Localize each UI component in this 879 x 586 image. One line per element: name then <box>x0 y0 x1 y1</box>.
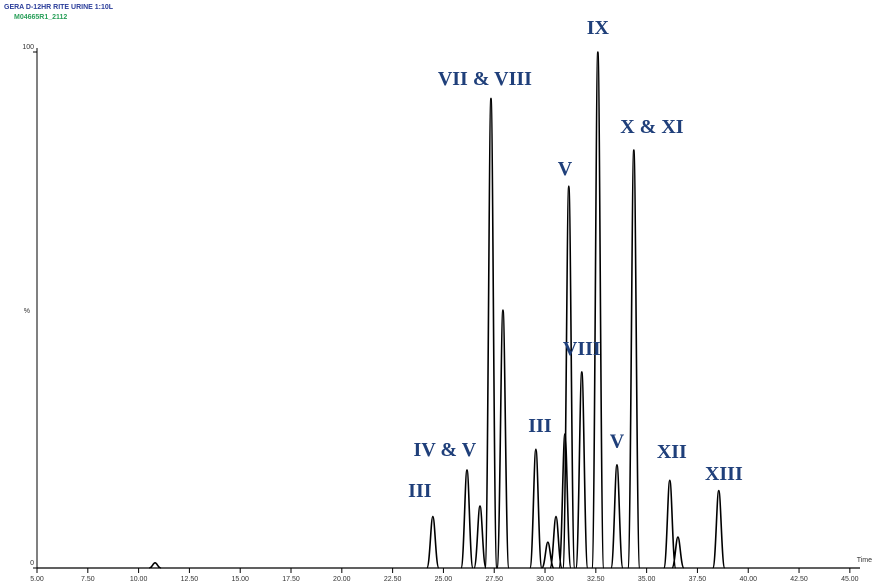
peak-annotation: III <box>528 415 552 437</box>
x-tick-label: 12.50 <box>181 576 199 583</box>
peak <box>484 97 498 569</box>
peak <box>473 505 487 569</box>
x-tick-label: 35.00 <box>638 576 656 583</box>
peak-annotation: VIII <box>563 338 601 360</box>
peak <box>562 185 576 569</box>
peak <box>496 309 510 569</box>
peak-annotation: XII <box>657 441 687 463</box>
peak <box>460 469 474 569</box>
peak <box>610 463 624 569</box>
peak <box>148 562 162 569</box>
y-tick-label: 0 <box>30 560 34 567</box>
peak <box>575 371 589 569</box>
x-tick-label: 17.50 <box>282 576 300 583</box>
x-tick-label: 32.50 <box>587 576 605 583</box>
peak <box>671 536 685 569</box>
peak-annotation: III <box>408 480 432 502</box>
x-tick-label: 27.50 <box>485 576 503 583</box>
peak-annotation: V <box>610 430 625 452</box>
x-tick-label: 37.50 <box>689 576 707 583</box>
peak-annotation: V <box>558 158 573 180</box>
x-tick-label: 45.00 <box>841 576 859 583</box>
x-tick-label: 25.00 <box>435 576 453 583</box>
header-line: GERA D-12HR RITE URINE 1:10L <box>4 4 114 11</box>
x-tick-label: 7.50 <box>81 576 95 583</box>
x-tick-label: 40.00 <box>739 576 757 583</box>
peak-annotation: X & XI <box>620 116 684 138</box>
x-tick-label: 20.00 <box>333 576 351 583</box>
peak <box>591 51 605 569</box>
peak <box>529 448 543 569</box>
x-tick-label: 15.00 <box>231 576 249 583</box>
peak-annotation: IX <box>587 17 610 39</box>
x-tick-label: 5.00 <box>30 576 44 583</box>
x-tick-label: 42.50 <box>790 576 808 583</box>
peak <box>627 149 641 569</box>
x-tick-label: 22.50 <box>384 576 402 583</box>
peak <box>663 479 677 569</box>
peak-annotation: IV & V <box>414 439 477 461</box>
peak <box>711 489 726 569</box>
x-tick-label: 30.00 <box>536 576 554 583</box>
x-tick-label: 10.00 <box>130 576 148 583</box>
x-axis-label: Time <box>857 557 872 564</box>
peak-annotation: VII & VIII <box>438 68 532 90</box>
y-tick-label: 100 <box>22 44 34 51</box>
peak <box>426 515 440 569</box>
peak-annotation: XIII <box>705 463 743 485</box>
y-axis-label: % <box>24 308 30 315</box>
header-line: M04665R1_2112 <box>14 14 67 21</box>
